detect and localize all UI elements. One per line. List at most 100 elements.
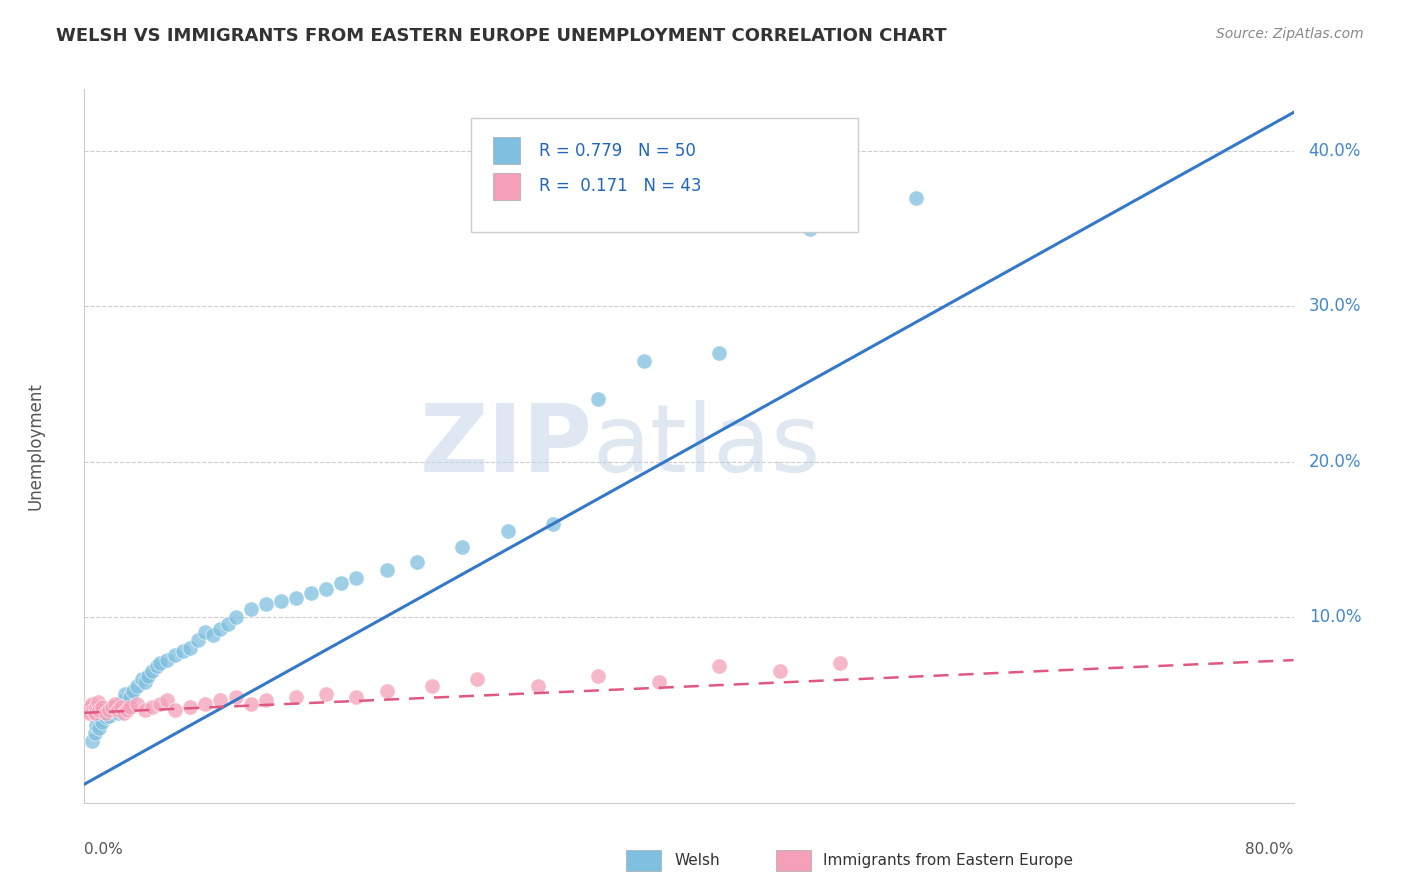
Point bbox=[114, 687, 136, 701]
Point bbox=[194, 625, 217, 640]
Point bbox=[330, 575, 353, 590]
Text: 30.0%: 30.0% bbox=[1309, 297, 1361, 316]
Point bbox=[96, 706, 118, 720]
Text: 10.0%: 10.0% bbox=[1309, 607, 1361, 625]
Point bbox=[254, 597, 277, 611]
Point bbox=[451, 540, 474, 554]
Point bbox=[110, 699, 132, 714]
Point bbox=[904, 191, 927, 205]
Point bbox=[163, 703, 186, 717]
Point bbox=[467, 672, 489, 686]
Point bbox=[239, 602, 262, 616]
Point bbox=[163, 648, 186, 663]
Point bbox=[77, 706, 100, 720]
Point bbox=[141, 664, 163, 678]
Point bbox=[799, 222, 821, 236]
Point bbox=[709, 346, 731, 360]
Point bbox=[209, 622, 232, 636]
Point bbox=[315, 582, 337, 596]
Point bbox=[82, 703, 104, 717]
Point bbox=[100, 699, 122, 714]
Point bbox=[136, 668, 159, 682]
Text: 20.0%: 20.0% bbox=[1309, 452, 1361, 470]
Point bbox=[97, 703, 120, 717]
Point bbox=[127, 680, 149, 694]
Point bbox=[225, 690, 247, 705]
Point bbox=[284, 591, 308, 605]
Point bbox=[131, 672, 153, 686]
Point bbox=[127, 697, 149, 711]
Text: Welsh: Welsh bbox=[675, 854, 720, 868]
Text: 80.0%: 80.0% bbox=[1246, 841, 1294, 856]
Point bbox=[346, 690, 368, 705]
Point bbox=[709, 659, 731, 673]
Point bbox=[107, 706, 129, 720]
Point bbox=[172, 644, 194, 658]
Point bbox=[112, 706, 135, 720]
Point bbox=[80, 733, 103, 747]
Point bbox=[633, 353, 655, 368]
Point bbox=[209, 693, 232, 707]
Point bbox=[647, 674, 671, 689]
Point bbox=[201, 628, 224, 642]
Text: R =  0.171   N = 43: R = 0.171 N = 43 bbox=[538, 177, 702, 194]
Point bbox=[270, 594, 292, 608]
Point bbox=[91, 715, 114, 730]
Point bbox=[179, 699, 201, 714]
Point bbox=[89, 722, 111, 736]
Point bbox=[194, 697, 217, 711]
Text: R = 0.779   N = 50: R = 0.779 N = 50 bbox=[538, 143, 696, 161]
Point bbox=[239, 697, 262, 711]
Point bbox=[541, 516, 564, 531]
Text: Immigrants from Eastern Europe: Immigrants from Eastern Europe bbox=[823, 854, 1073, 868]
Point bbox=[100, 703, 122, 717]
Text: 40.0%: 40.0% bbox=[1309, 142, 1361, 161]
Point bbox=[118, 690, 141, 705]
Point bbox=[526, 680, 548, 694]
Point bbox=[496, 524, 519, 539]
Point bbox=[86, 699, 108, 714]
Point bbox=[89, 703, 111, 717]
Point bbox=[830, 656, 852, 670]
Point bbox=[84, 706, 107, 720]
Point bbox=[406, 555, 429, 569]
Point bbox=[141, 699, 163, 714]
Point bbox=[588, 392, 610, 407]
Point bbox=[134, 703, 156, 717]
Point bbox=[187, 632, 209, 647]
Point bbox=[149, 697, 172, 711]
Text: Source: ZipAtlas.com: Source: ZipAtlas.com bbox=[1216, 27, 1364, 41]
Point bbox=[346, 571, 368, 585]
Point bbox=[156, 693, 179, 707]
Point bbox=[134, 674, 156, 689]
Text: Unemployment: Unemployment bbox=[27, 382, 45, 510]
Point bbox=[94, 706, 117, 720]
Point bbox=[315, 687, 337, 701]
Text: ZIP: ZIP bbox=[419, 400, 592, 492]
Text: atlas: atlas bbox=[592, 400, 821, 492]
Point bbox=[146, 659, 169, 673]
Point bbox=[299, 586, 322, 600]
Point bbox=[121, 684, 143, 698]
Point bbox=[111, 695, 134, 709]
Point bbox=[284, 690, 308, 705]
Point bbox=[86, 718, 108, 732]
Point bbox=[156, 653, 179, 667]
Point bbox=[225, 609, 247, 624]
Point bbox=[104, 699, 127, 714]
Point bbox=[87, 695, 110, 709]
Point bbox=[115, 703, 138, 717]
Point bbox=[375, 684, 398, 698]
Point bbox=[179, 640, 201, 655]
Point bbox=[375, 563, 398, 577]
Point bbox=[588, 668, 610, 682]
Point bbox=[107, 703, 129, 717]
Point bbox=[420, 680, 443, 694]
Point bbox=[97, 709, 120, 723]
Point bbox=[76, 703, 98, 717]
Point bbox=[217, 617, 239, 632]
Text: 0.0%: 0.0% bbox=[84, 841, 124, 856]
Point bbox=[769, 664, 792, 678]
Point bbox=[149, 656, 172, 670]
Point bbox=[118, 699, 141, 714]
